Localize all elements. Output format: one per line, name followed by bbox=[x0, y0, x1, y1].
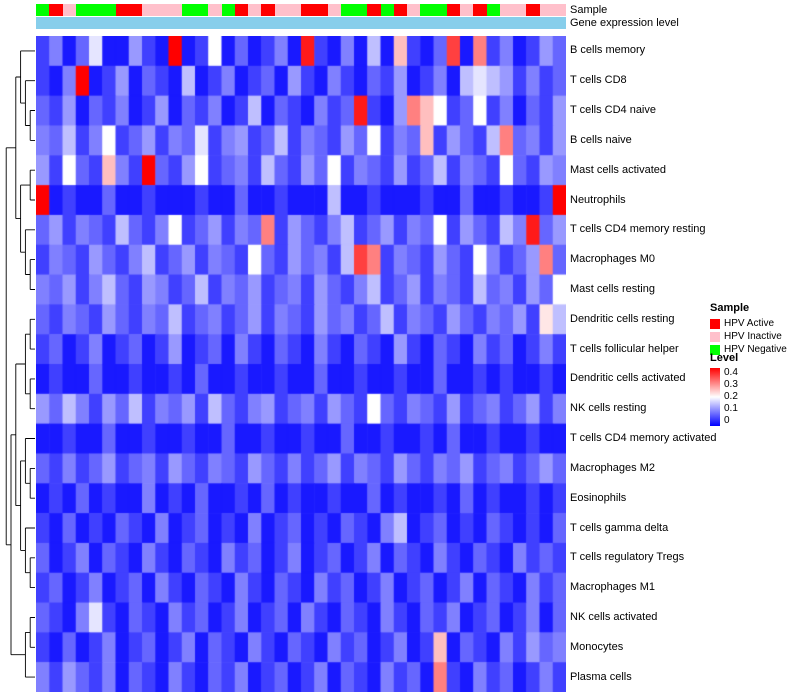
annotation-segment bbox=[327, 4, 341, 16]
annotation-segment bbox=[340, 4, 354, 16]
annotation-segment bbox=[420, 4, 434, 16]
row-label: T cells CD4 memory resting bbox=[570, 223, 706, 236]
legend-item: HPV Active bbox=[710, 318, 800, 329]
annotation-segment bbox=[301, 4, 315, 16]
legend-item-label: HPV Inactive bbox=[724, 331, 782, 342]
row-label: T cells CD8 bbox=[570, 74, 627, 87]
row-label: T cells gamma delta bbox=[570, 521, 669, 534]
row-label: Plasma cells bbox=[570, 670, 632, 683]
annotation-segment bbox=[407, 4, 421, 16]
row-label: NK cells activated bbox=[570, 610, 658, 623]
annotation-segment bbox=[513, 4, 527, 16]
annotation-segment bbox=[354, 4, 368, 16]
legend-swatch bbox=[710, 344, 720, 355]
annotation-segment bbox=[75, 4, 89, 16]
level-legend-title: Level bbox=[710, 352, 739, 364]
gene-expression-annotation-label: Gene expression level bbox=[570, 17, 679, 29]
legend-item: HPV Negative bbox=[710, 344, 800, 355]
annotation-segment bbox=[221, 4, 235, 16]
row-label: T cells regulatory Tregs bbox=[570, 551, 685, 564]
annotation-segment bbox=[367, 4, 381, 16]
annotation-segment bbox=[433, 4, 447, 16]
row-label: B cells memory bbox=[570, 44, 646, 57]
annotation-segment bbox=[234, 4, 248, 16]
legend-item-label: HPV Negative bbox=[724, 344, 787, 355]
annotation-segment bbox=[380, 4, 394, 16]
annotation-segment bbox=[473, 4, 487, 16]
annotation-segment bbox=[460, 4, 474, 16]
row-label: Neutrophils bbox=[570, 193, 626, 206]
level-tick: 0.4 bbox=[724, 367, 738, 378]
level-tick: 0.1 bbox=[724, 403, 738, 414]
annotation-segment bbox=[446, 4, 460, 16]
annotation-segment bbox=[208, 4, 222, 16]
level-tick: 0.3 bbox=[724, 379, 738, 390]
sample-legend-items: HPV Active HPV Inactive HPV Negative bbox=[710, 318, 800, 355]
sample-legend: Sample HPV Active HPV Inactive HPV Negativ… bbox=[710, 302, 800, 357]
row-label: B cells naive bbox=[570, 133, 632, 146]
legend-item-label: HPV Active bbox=[724, 318, 775, 329]
annotation-segment bbox=[155, 4, 169, 16]
row-label: Dendritic cells activated bbox=[570, 372, 686, 385]
row-label: Mast cells resting bbox=[570, 282, 655, 295]
annotation-segment bbox=[128, 4, 142, 16]
annotation-segment bbox=[102, 4, 116, 16]
sample-annotation-bar bbox=[36, 4, 566, 16]
level-legend: Level 0.4 0.3 0.2 0.1 0 bbox=[710, 352, 800, 426]
annotation-segment bbox=[248, 4, 262, 16]
legend-item: HPV Inactive bbox=[710, 331, 800, 342]
row-label: T cells follicular helper bbox=[570, 342, 679, 355]
annotation-segment bbox=[115, 4, 129, 16]
annotation-segment bbox=[49, 4, 63, 16]
level-gradient-bar bbox=[710, 368, 720, 426]
annotation-segment bbox=[526, 4, 540, 16]
annotation-segment bbox=[287, 4, 301, 16]
annotation-segment bbox=[195, 4, 209, 16]
annotation-segment bbox=[168, 4, 182, 16]
level-tick: 0.2 bbox=[724, 391, 738, 402]
sample-legend-title: Sample bbox=[710, 302, 750, 314]
sample-annotation-label: Sample bbox=[570, 4, 608, 16]
level-tick: 0 bbox=[724, 415, 730, 426]
annotation-segment bbox=[486, 4, 500, 16]
annotation-segment bbox=[142, 4, 156, 16]
annotation-segment bbox=[499, 4, 513, 16]
gene-expression-annotation-bar bbox=[36, 17, 566, 29]
annotation-segment bbox=[552, 4, 566, 16]
row-label: Dendritic cells resting bbox=[570, 312, 675, 325]
heatmap-canvas bbox=[36, 36, 566, 692]
row-label: Macrophages M0 bbox=[570, 253, 655, 266]
annotation-segment bbox=[539, 4, 553, 16]
row-label: Macrophages M2 bbox=[570, 461, 655, 474]
annotation-segment bbox=[261, 4, 275, 16]
annotation-segment bbox=[36, 4, 50, 16]
row-label: Mast cells activated bbox=[570, 163, 666, 176]
annotation-segment bbox=[89, 4, 103, 16]
row-label: T cells CD4 memory activated bbox=[570, 432, 717, 445]
row-label: T cells CD4 naive bbox=[570, 104, 656, 117]
annotation-segment bbox=[181, 4, 195, 16]
annotation-segment bbox=[274, 4, 288, 16]
annotation-segment bbox=[393, 4, 407, 16]
row-label: Monocytes bbox=[570, 640, 624, 653]
row-labels: B cells memory T cells CD8 T cells CD4 nai… bbox=[570, 36, 735, 692]
row-label: NK cells resting bbox=[570, 402, 647, 415]
row-label: Eosinophils bbox=[570, 491, 627, 504]
legend-swatch bbox=[710, 331, 720, 342]
legend-swatch bbox=[710, 318, 720, 329]
annotation-segment bbox=[62, 4, 76, 16]
row-dendrogram bbox=[5, 50, 35, 678]
annotation-segment bbox=[314, 4, 328, 16]
row-label: Macrophages M1 bbox=[570, 581, 655, 594]
level-tick-labels: 0.4 0.3 0.2 0.1 0 bbox=[724, 368, 738, 426]
